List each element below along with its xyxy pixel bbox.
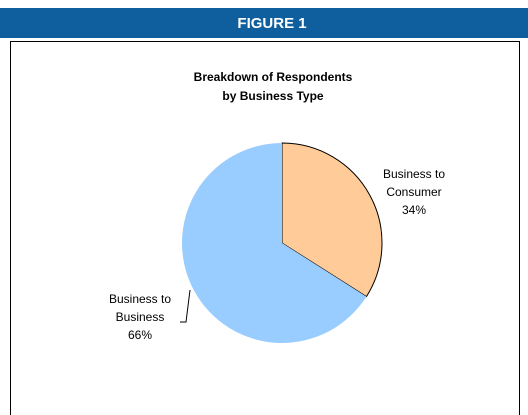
pie: Business to Consumer 34% Business to Busines…: [109, 142, 445, 343]
frame: [10, 41, 520, 415]
pie-slice: [181, 143, 367, 343]
chart-title-line: by Business Type: [222, 89, 323, 103]
slice-label: Business to Consumer: [383, 167, 445, 199]
slice-value-label: 34%: [402, 203, 426, 217]
header-bar: [0, 8, 528, 38]
leader-line: [180, 289, 191, 323]
chart-title-line: Breakdown of Respondents: [194, 70, 353, 84]
pie-slice: [281, 142, 383, 298]
chart-title: Breakdown of Respondents by Business Type: [194, 70, 353, 103]
header-title: FIGURE 1: [237, 15, 306, 32]
slice-value-label: 66%: [128, 328, 152, 342]
slice-label: Business to Business: [109, 292, 171, 324]
